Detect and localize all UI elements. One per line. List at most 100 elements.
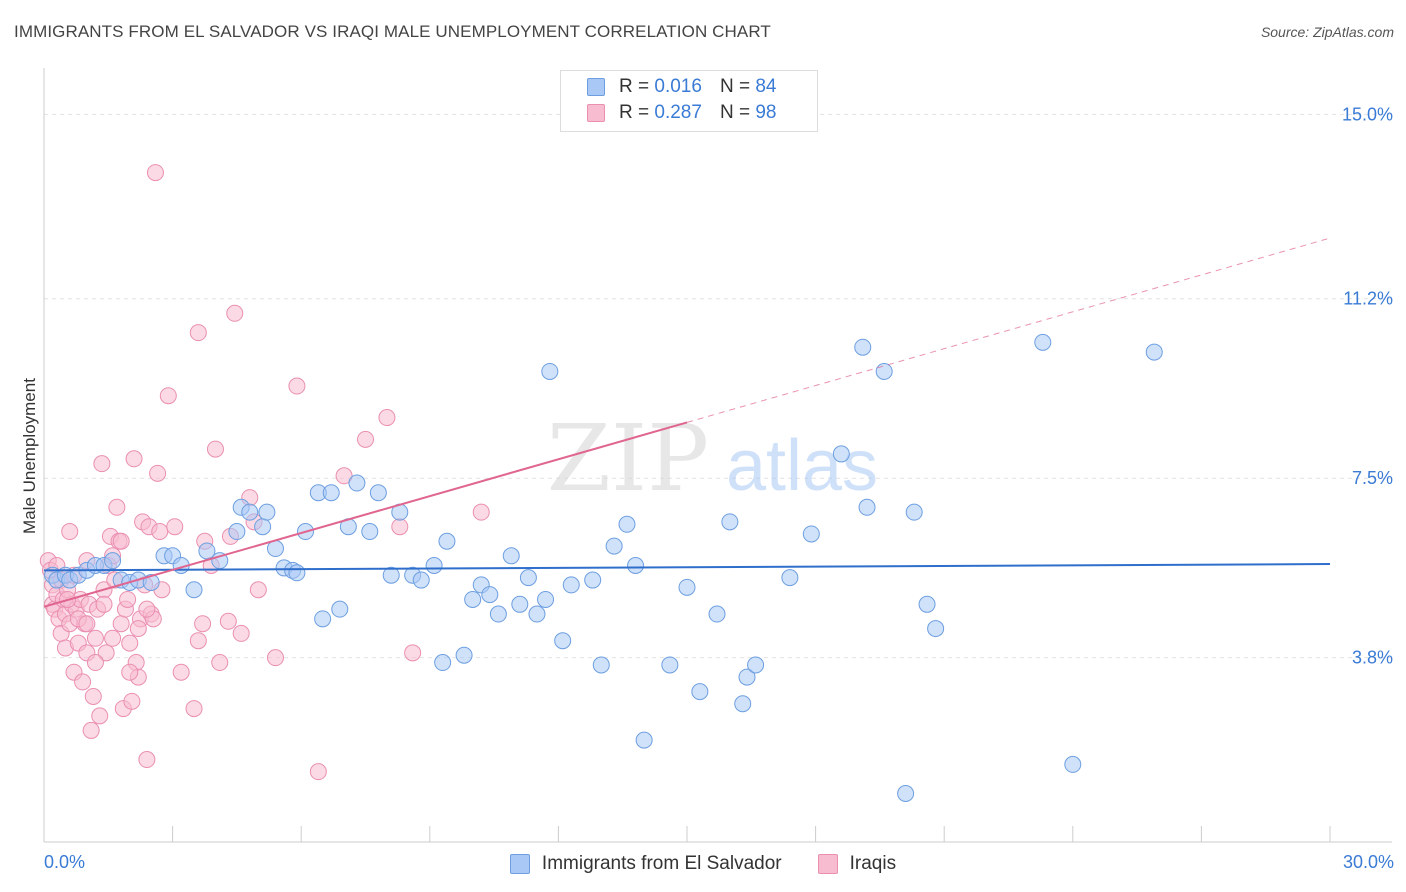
el-salvador-point: [198, 542, 216, 560]
el-salvador-point: [185, 581, 203, 599]
iraqi-point: [146, 164, 164, 182]
iraqi-trend-extension: [686, 237, 1331, 423]
el-salvador-point: [541, 362, 559, 380]
el-salvador-point: [528, 605, 546, 623]
legend-n-value: 84: [755, 76, 777, 97]
el-salvador-point: [734, 695, 752, 713]
iraqi-point: [112, 615, 130, 633]
el-salvador-point: [464, 590, 482, 608]
iraqi-point: [266, 649, 284, 667]
iraqi-point: [138, 751, 156, 769]
el-salvador-point: [241, 503, 259, 521]
iraqi-point: [211, 654, 229, 672]
points-layer: [39, 164, 1163, 802]
chart-title: IMMIGRANTS FROM EL SALVADOR VS IRAQI MAL…: [14, 22, 771, 41]
legend-swatch-blue: [587, 78, 605, 96]
iraqi-point: [189, 632, 207, 650]
legend-r-value: 0.287: [654, 102, 702, 123]
el-salvador-point: [635, 731, 653, 749]
iraqi-point: [309, 763, 327, 781]
iraqi-point: [149, 464, 167, 482]
el-salvador-point: [314, 610, 332, 628]
legend-swatch-pink: [587, 104, 605, 122]
iraqi-point: [97, 644, 115, 662]
el-salvador-point: [288, 564, 306, 582]
iraqi-point: [151, 523, 169, 541]
legend-label-iraqis: Iraqis: [849, 853, 897, 874]
el-salvador-point: [258, 503, 276, 521]
el-salvador-point: [854, 338, 872, 356]
y-tick-labels: 3.8% 7.5% 11.2% 15.0%: [1342, 104, 1393, 667]
iraqi-point: [226, 304, 244, 322]
iraqi-point: [185, 700, 203, 718]
el-salvador-point: [228, 523, 246, 541]
el-salvador-point: [618, 515, 636, 533]
x-tick-label-max: 30.0%: [1342, 852, 1394, 872]
y-tick-label: 11.2%: [1343, 289, 1393, 309]
y-tick-label: 7.5%: [1352, 468, 1393, 488]
series-legend: Immigrants from El Salvador Iraqis: [0, 852, 1406, 876]
iraqi-point: [232, 624, 250, 642]
el-salvador-point: [605, 537, 623, 555]
y-axis-label: Male Unemployment: [20, 378, 39, 534]
legend-item-el-salvador[interactable]: Immigrants from El Salvador: [509, 852, 782, 876]
y-tick-label: 15.0%: [1342, 104, 1393, 124]
el-salvador-point: [832, 445, 850, 463]
legend-r-value: 0.016: [654, 76, 702, 97]
legend-swatch-blue: [509, 854, 530, 874]
legend-swatch-pink: [817, 854, 838, 874]
iraqi-point: [108, 498, 126, 516]
iraqi-point: [194, 615, 212, 633]
iraqi-point: [95, 595, 113, 613]
el-salvador-point: [1145, 343, 1163, 361]
iraqi-point: [378, 409, 396, 427]
el-salvador-point: [1064, 755, 1082, 773]
el-salvador-point: [747, 656, 765, 674]
iraqi-point: [125, 450, 143, 468]
el-salvador-point: [455, 646, 473, 664]
iraqi-point: [189, 324, 207, 342]
iraqi-point: [391, 518, 409, 536]
watermark-zip: ZIP: [547, 405, 709, 512]
el-salvador-point: [519, 569, 537, 587]
el-salvador-point: [331, 600, 349, 618]
iraqi-point: [91, 707, 109, 725]
el-salvador-point: [537, 590, 555, 608]
iraqi-point: [78, 615, 96, 633]
el-salvador-point: [738, 668, 756, 686]
iraqi-point: [357, 430, 374, 448]
iraqi-point: [288, 377, 306, 395]
source-credit: Source: ZipAtlas.com: [1260, 24, 1394, 40]
iraqi-point: [121, 663, 139, 681]
el-salvador-point: [918, 595, 936, 613]
el-salvador-point: [627, 557, 645, 575]
iraqi-point: [472, 503, 490, 521]
legend-n-label: N =: [719, 76, 751, 97]
iraqi-point: [74, 673, 92, 691]
legend-n-value: 98: [755, 102, 777, 123]
legend-label-el-salvador: Immigrants from El Salvador: [541, 853, 782, 874]
el-salvador-point: [927, 620, 945, 638]
grid-layer: [44, 113, 1392, 659]
el-salvador-point: [562, 576, 580, 594]
el-salvador-point: [142, 573, 160, 591]
el-salvador-point: [412, 571, 430, 589]
el-salvador-point: [905, 503, 923, 521]
el-salvador-point: [1034, 333, 1052, 351]
el-salvador-point: [592, 656, 610, 674]
el-salvador-point: [434, 654, 452, 672]
el-salvador-point: [708, 605, 726, 623]
legend-r-label: R =: [619, 102, 650, 123]
el-salvador-point: [481, 586, 499, 604]
y-tick-label: 3.8%: [1352, 648, 1393, 668]
el-salvador-point: [875, 362, 893, 380]
iraqi-point: [86, 629, 104, 647]
legend-row-iraqis: R = 0.287 N = 98: [587, 101, 776, 125]
legend-row-el-salvador: R = 0.016 N = 84: [587, 75, 776, 99]
iraqi-point: [86, 654, 104, 672]
iraqi-trend-line: [43, 421, 688, 608]
legend-item-iraqis[interactable]: Iraqis: [817, 852, 897, 876]
el-salvador-point: [781, 569, 799, 587]
iraqi-point: [335, 467, 353, 485]
